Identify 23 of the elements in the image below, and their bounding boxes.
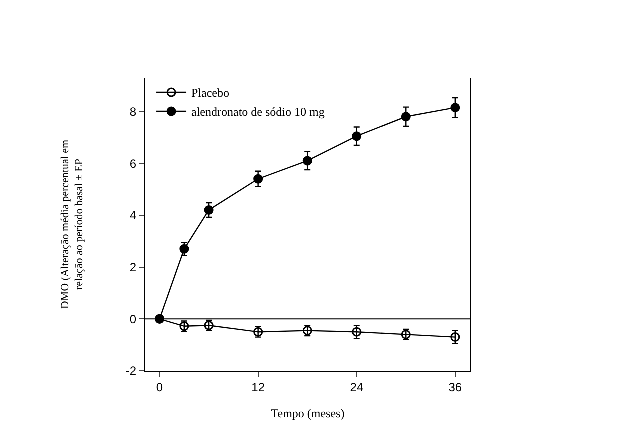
y-tick-label: 8 <box>130 104 137 119</box>
x-tick-label: 24 <box>350 380 364 394</box>
x-tick-label: 0 <box>156 380 164 394</box>
x-axis-title: Tempo (meses) <box>271 406 345 420</box>
y-tick-label: -2 <box>126 364 137 378</box>
point <box>450 332 460 342</box>
y-tick-label: 2 <box>130 260 137 274</box>
point <box>352 132 362 142</box>
y-axis-title: DMO (Alteração média percentual em relação ao período basal ± EP <box>59 139 86 310</box>
y-tick-label: 6 <box>130 156 137 171</box>
point <box>302 156 312 166</box>
y-tick-label: 0 <box>130 312 137 326</box>
point <box>450 103 460 113</box>
legend-label: Placebo <box>192 86 230 100</box>
x-tick-label: 36 <box>448 380 462 394</box>
point <box>180 244 190 254</box>
y-tick-label: 4 <box>130 208 137 223</box>
point <box>401 112 411 122</box>
point <box>352 327 362 337</box>
point <box>204 205 214 215</box>
x-tick-label: 12 <box>252 380 266 394</box>
point <box>254 174 264 184</box>
legend-label: alendronato de sódio 10 mg <box>192 105 325 120</box>
